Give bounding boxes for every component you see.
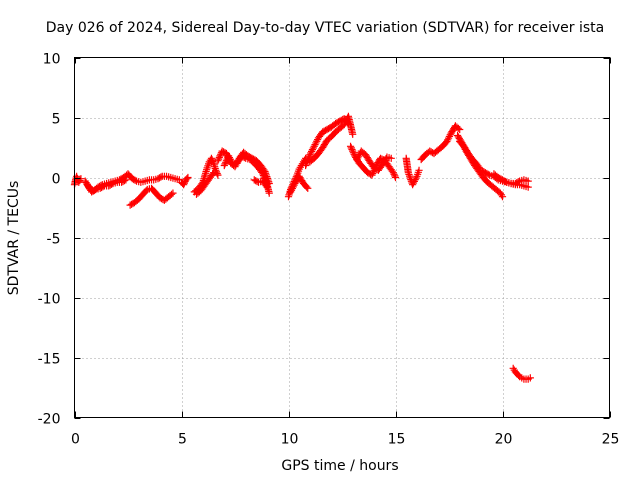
chart-title: Day 026 of 2024, Sidereal Day-to-day VTE… xyxy=(46,20,604,36)
plot-frame xyxy=(74,57,610,418)
data-point xyxy=(169,189,177,197)
data-point xyxy=(303,183,311,191)
data-point xyxy=(183,175,191,183)
data-point xyxy=(210,169,218,177)
x-tick-label: 5 xyxy=(178,432,187,448)
x-axis-label: GPS time / hours xyxy=(281,458,398,474)
x-tick-label: 0 xyxy=(71,432,80,448)
x-tick-label: 20 xyxy=(495,432,513,448)
data-point xyxy=(263,183,271,191)
data-point xyxy=(391,173,400,182)
data-point xyxy=(387,154,395,162)
data-point xyxy=(122,176,130,184)
y-tick-label: -5 xyxy=(47,232,61,248)
x-tick-label: 25 xyxy=(602,432,620,448)
data-point xyxy=(343,118,351,126)
data-point xyxy=(524,177,532,185)
data-point xyxy=(304,184,312,192)
x-tick-label: 10 xyxy=(281,432,299,448)
axis-ticks xyxy=(74,57,611,419)
x-tick-label: 15 xyxy=(388,432,406,448)
data-point xyxy=(184,173,192,182)
data-point xyxy=(265,189,273,197)
y-tick-label: 0 xyxy=(52,172,61,188)
data-points xyxy=(70,112,534,383)
data-point xyxy=(498,193,507,201)
data-point xyxy=(524,183,532,191)
data-point xyxy=(456,125,464,134)
y-axis-label: SDTVAR / TECUs xyxy=(6,181,22,296)
data-point xyxy=(526,374,534,382)
data-point xyxy=(415,166,423,174)
y-tick-label: -20 xyxy=(38,412,61,428)
grid xyxy=(74,57,610,418)
axis-tick-labels: 0 5 10 15 20 25 10 5 0 -5 -10 -15 -20 xyxy=(38,52,620,448)
y-tick-label: -10 xyxy=(38,292,61,308)
y-tick-label: 5 xyxy=(52,112,61,128)
y-tick-label: 10 xyxy=(43,52,61,68)
data-point xyxy=(349,130,357,138)
data-point xyxy=(214,171,222,179)
data-point xyxy=(344,119,353,128)
y-tick-label: -15 xyxy=(38,352,61,368)
